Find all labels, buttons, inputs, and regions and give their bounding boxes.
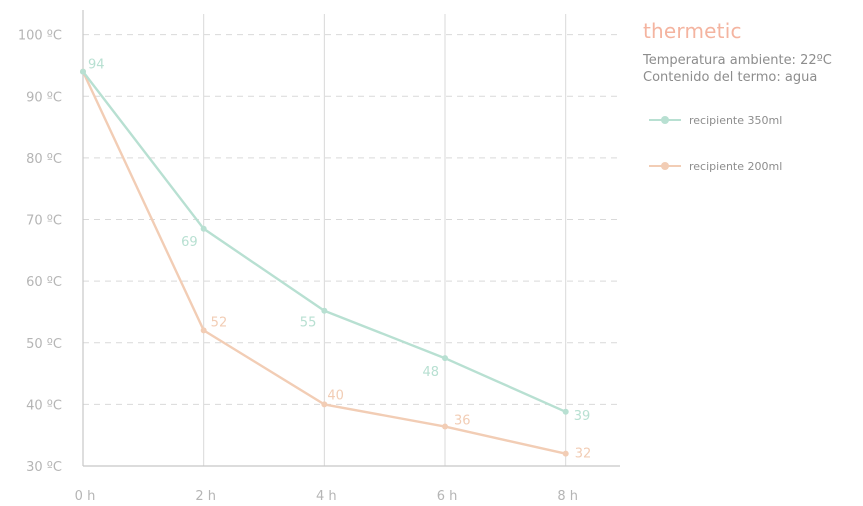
x-tick-label-8: 8 h	[557, 489, 578, 504]
data-label-s0-3: 48	[422, 365, 439, 380]
data-point-s0-3	[442, 355, 449, 362]
y-tick-label-60: 60 ºC	[26, 275, 62, 290]
y-tick-label-40: 40 ºC	[26, 398, 62, 413]
legend-dot-350ml	[661, 116, 669, 124]
legend-swatch-350ml	[649, 114, 681, 126]
data-point-s1-1	[200, 327, 207, 334]
y-tick-label-70: 70 ºC	[26, 214, 62, 229]
y-tick-label-30: 30 ºC	[26, 460, 62, 475]
series-layer	[80, 68, 569, 457]
x-tick-label-0: 0 h	[75, 489, 96, 504]
y-tick-label-50: 50 ºC	[26, 337, 62, 352]
data-point-s0-2	[321, 307, 328, 314]
data-point-s1-4	[562, 450, 569, 457]
data-label-s1-1: 52	[211, 315, 228, 330]
brand-title: thermetic	[643, 19, 742, 43]
data-point-s0-1	[200, 225, 207, 232]
axis-layer: 30 ºC 40 ºC 50 ºC 60 ºC 70 ºC 80 ºC 90 ºC 100 º…	[18, 10, 620, 504]
y-tick-label-90: 90 ºC	[26, 90, 62, 105]
info-block: Temperatura ambiente: 22ºC Contenido del…	[643, 52, 858, 86]
temperature-line-chart: 30 ºC 40 ºC 50 ºC 60 ºC 70 ºC 80 ºC 90 ºC 100 º…	[18, 10, 620, 504]
legend-swatch-200ml	[649, 160, 681, 172]
y-tick-label-80: 80 ºC	[26, 152, 62, 167]
data-point-s1-2	[321, 401, 328, 408]
grid-layer	[83, 14, 620, 466]
legend-label-200ml: recipiente 200ml	[689, 159, 783, 173]
thermos-content-text: Contenido del termo: agua	[643, 70, 818, 85]
legend-item-350ml[interactable]: recipiente 350ml	[643, 110, 858, 130]
ambient-temperature-text: Temperatura ambiente: 22ºC	[643, 53, 832, 68]
data-point-s1-3	[442, 423, 449, 430]
data-label-s0-0: 94	[88, 58, 105, 73]
legend-label-350ml: recipiente 350ml	[689, 113, 783, 127]
legend-item-200ml[interactable]: recipiente 200ml	[643, 156, 858, 176]
x-tick-label-4: 4 h	[316, 489, 337, 504]
x-tick-label-6: 6 h	[437, 489, 458, 504]
y-tick-label-100: 100 ºC	[18, 29, 62, 44]
data-label-s1-2: 40	[327, 388, 344, 403]
x-tick-label-2: 2 h	[195, 489, 216, 504]
data-point-s0-4	[562, 408, 569, 415]
legend: recipiente 350ml recipiente 200ml	[643, 110, 858, 176]
data-label-s0-1: 69	[181, 235, 198, 250]
data-label-s0-2: 55	[300, 316, 317, 331]
label-layer: 52 40 36 32 94 69 55 48 39	[88, 58, 591, 462]
data-point-s0-0	[80, 68, 86, 75]
data-label-s0-4: 39	[574, 409, 591, 424]
data-label-s1-3: 36	[454, 414, 471, 429]
side-panel: thermetic Temperatura ambiente: 22ºC Con…	[643, 18, 858, 202]
data-label-s1-4: 32	[575, 447, 592, 462]
legend-dot-200ml	[661, 162, 669, 170]
